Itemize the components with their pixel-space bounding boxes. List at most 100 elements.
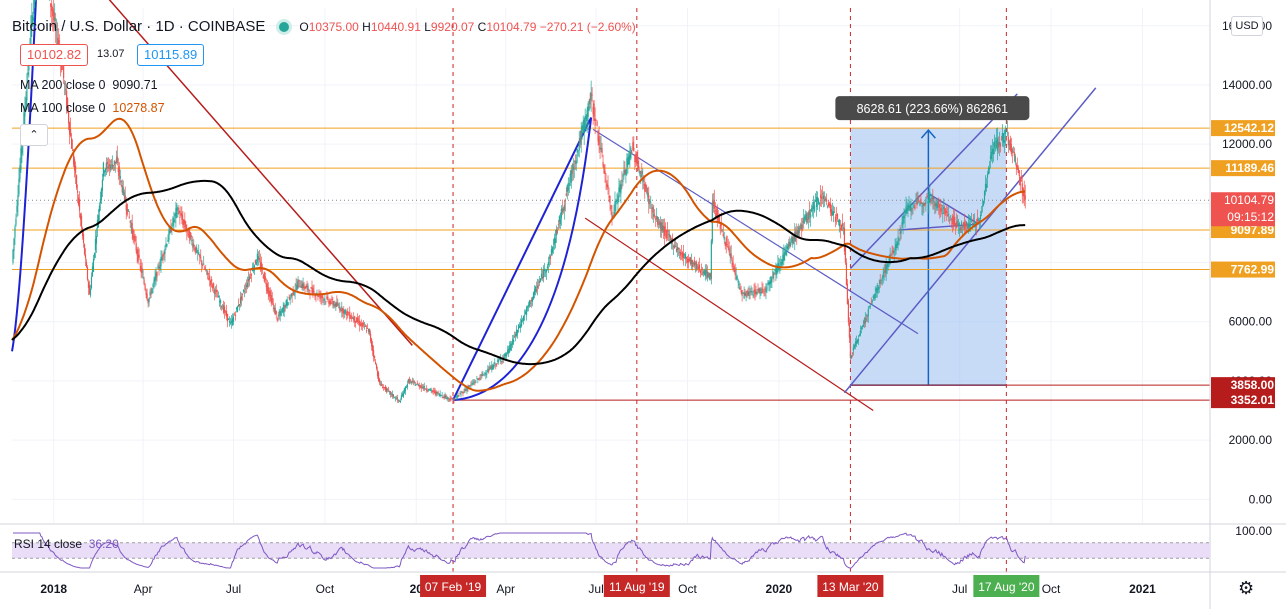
candle-body [495,364,497,366]
candle-body [994,147,997,149]
candle-body [908,205,910,209]
rsi-legend[interactable]: RSI 14 close 36.20 [14,537,119,551]
candle-body [380,383,383,386]
candle-body [803,217,805,224]
candle-body [151,288,153,294]
candle-body [1001,133,1003,140]
last-price-label: 10104.79 [1224,193,1274,207]
candle-body [385,387,388,392]
candle-body [311,287,313,293]
candle-body [397,399,400,401]
candle-body [337,304,339,306]
candle-body [821,193,824,195]
candle-body [97,215,100,228]
candle-body [944,208,946,215]
candle-body [99,198,102,204]
candle-body [167,239,169,242]
candle-body [363,323,365,325]
candle-body [977,219,980,221]
candle-body [634,155,636,162]
candle-body [767,282,769,285]
ma200-line [11,179,1026,366]
collapse-legend-button[interactable]: ⌃ [20,124,48,146]
candle-body [401,394,403,397]
candle-body [488,369,490,372]
candle-body [812,206,814,209]
candle-body [218,296,220,298]
candle-body [408,379,410,384]
candle-body [585,116,587,119]
candle-body [92,258,95,273]
candle-body [710,240,712,280]
candle-body [984,183,987,192]
candle-body [831,211,834,216]
candle-body [148,297,150,303]
candle-body [304,286,306,289]
candle-body [1000,138,1002,140]
candle-body [552,247,554,249]
gear-icon[interactable]: ⚙ [1238,578,1255,598]
symbol-title[interactable]: Bitcoin / U.S. Dollar · 1D · COINBASE [12,18,266,35]
candle-body [700,269,702,271]
sell-price-button[interactable]: 10102.82 [20,44,89,66]
candle-body [980,212,983,214]
candle-body [971,222,974,224]
candle-body [1010,144,1012,154]
candle-body [511,343,513,346]
descending-channel-lower [584,217,874,412]
candle-body [540,273,543,278]
candle-body [926,196,928,197]
currency-button[interactable]: USD [1231,16,1263,36]
candle-body [995,140,998,148]
candle-body [593,103,595,118]
candle-body [694,263,697,265]
candle-body [166,244,168,246]
candle-body [544,271,547,273]
candle-body [659,221,661,226]
candle-body [522,316,525,321]
candle-body [377,372,380,382]
price-level-label: 12542.12 [1224,121,1274,135]
candle-body [481,375,483,376]
open-label: O [299,20,309,34]
candle-body [883,271,885,273]
candle-body [181,214,183,220]
candle-body [323,299,325,301]
candle-body [509,345,511,352]
candle-body [890,254,892,256]
candle-body [193,245,195,247]
candle-body [982,200,985,206]
candle-body [741,290,743,296]
candle-body [874,293,876,298]
candle-body [212,284,214,289]
candle-body [202,264,204,267]
candle-body [554,238,556,244]
candle-body [699,270,702,273]
candle-body [852,347,854,351]
candle-body [370,334,372,342]
candle-body [687,258,690,263]
candle-body [406,384,408,388]
buy-price-button[interactable]: 10115.89 [137,44,205,66]
ma200-legend[interactable]: MA 200 close 0 9090.71 [20,78,158,92]
candle-body [402,393,404,397]
candle-body [410,381,412,384]
candle-body [769,280,771,285]
candle-body [866,315,868,317]
candle-body [859,330,861,336]
candle-body [1016,165,1018,170]
candle-body [837,220,840,223]
ma100-legend[interactable]: MA 100 close 0 10278.87 [20,101,165,115]
candle-body [347,311,349,314]
candle-body [499,359,501,360]
candle-body [637,160,639,168]
candle-body [170,226,172,233]
candle-body [538,281,541,284]
candle-body [836,213,839,220]
candle-body [684,254,687,259]
candle-body [952,215,954,225]
candle-body [71,137,73,149]
candle-body [298,279,300,282]
candle-body [1023,189,1025,197]
